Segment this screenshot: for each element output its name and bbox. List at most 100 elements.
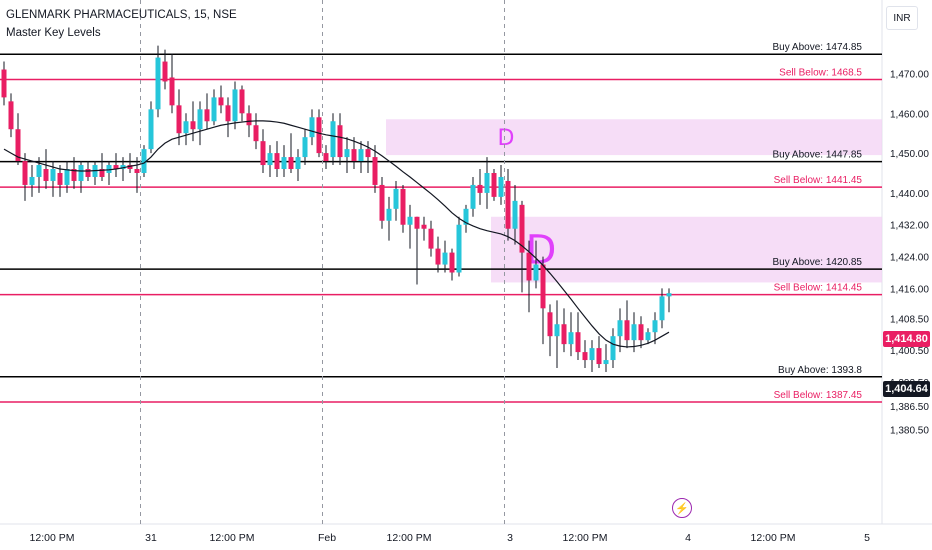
candle <box>484 157 490 209</box>
candle-body <box>351 149 357 162</box>
candle-body <box>1 69 7 98</box>
price-tick-label: 1,440.00 <box>890 189 929 200</box>
candle <box>267 145 273 177</box>
candle <box>218 85 224 114</box>
candle-body <box>15 129 21 162</box>
candle-body <box>484 173 490 193</box>
candle <box>78 161 84 193</box>
current-price-tag: 1,404.64 <box>883 381 930 397</box>
candle <box>351 137 357 170</box>
candle <box>645 328 651 345</box>
candle-body <box>302 137 308 158</box>
candle <box>225 97 231 138</box>
candle-body <box>176 105 182 134</box>
candle <box>540 256 546 345</box>
last-high-price-tag: 1,414.80 <box>883 331 930 347</box>
candle-body <box>379 184 385 221</box>
candle <box>120 157 126 181</box>
candle-body <box>344 149 350 158</box>
time-tick-label: 12:00 PM <box>30 532 75 544</box>
candle <box>512 184 518 245</box>
candle <box>295 149 301 181</box>
candle <box>281 145 287 177</box>
candle-body <box>407 216 413 225</box>
candle-body <box>260 141 266 166</box>
candle <box>575 312 581 361</box>
candle-body <box>85 169 91 177</box>
candle-body <box>316 117 322 154</box>
time-tick-label: 12:00 PM <box>387 532 432 544</box>
moving-average-line <box>3 120 670 348</box>
candle <box>134 157 140 193</box>
candle-body <box>50 169 56 181</box>
candle <box>197 101 203 146</box>
candle <box>330 113 336 166</box>
candle <box>92 161 98 185</box>
candle <box>99 153 105 181</box>
candle <box>113 153 119 177</box>
candle <box>547 304 553 357</box>
candle-body <box>603 360 609 365</box>
time-axis[interactable]: 12:00 PM 31 12:00 PM Feb 12:00 PM 3 12:00 PM 4 1… <box>30 532 871 544</box>
candle <box>309 109 315 146</box>
candles <box>1 45 672 372</box>
candle <box>610 328 616 369</box>
lightning-bolt-icon[interactable]: ⚡ <box>672 498 692 518</box>
candle-body <box>134 169 140 173</box>
candle-body <box>218 97 224 106</box>
candle-body <box>337 125 343 158</box>
candle-body <box>393 188 399 209</box>
price-axis[interactable]: 1,470.00 1,460.00 1,450.00 1,440.00 1,432.00… <box>890 70 929 437</box>
candle <box>393 180 399 221</box>
candle-body <box>470 184 476 209</box>
candle-body <box>239 89 245 114</box>
candle-body <box>512 200 518 229</box>
currency-button[interactable]: INR <box>886 6 918 30</box>
time-tick-label: 3 <box>507 532 513 544</box>
candle-body <box>36 165 42 177</box>
candle-body <box>505 180 511 229</box>
candle-body <box>232 89 238 122</box>
candle-body <box>533 264 539 281</box>
candle <box>127 153 133 173</box>
candle <box>638 316 644 349</box>
candle <box>253 113 259 150</box>
candle-body <box>659 296 665 321</box>
level-label-5: Buy Above: 1420.85 <box>772 257 862 268</box>
candle-body <box>197 109 203 130</box>
candle-body <box>141 149 147 173</box>
candle <box>617 308 623 353</box>
candle-body <box>645 332 651 341</box>
candle-body <box>540 264 546 309</box>
candle <box>519 200 525 293</box>
candle-body <box>99 169 105 177</box>
time-tick-label: 12:00 PM <box>563 532 608 544</box>
symbol-title[interactable]: GLENMARK PHARMACEUTICALS, 15, NSE <box>6 9 237 21</box>
price-tick-label: 1,400.50 <box>890 346 929 357</box>
candle-body <box>162 61 168 82</box>
time-tick-label: 5 <box>864 532 870 544</box>
candle-body <box>148 109 154 150</box>
candle-body <box>246 113 252 126</box>
candle-body <box>225 105 231 122</box>
candle-body <box>400 188 406 225</box>
zone-label-1: D <box>498 126 515 151</box>
level-label-8: Sell Below: 1387.45 <box>774 390 863 401</box>
candle-body <box>442 252 448 265</box>
candle <box>631 312 637 353</box>
candle <box>141 145 147 177</box>
candle-body <box>253 125 259 142</box>
candle <box>1 61 7 106</box>
candle <box>666 288 672 313</box>
candle-body <box>435 248 441 265</box>
candle <box>162 49 168 90</box>
candle-body <box>365 149 371 158</box>
candle <box>491 169 497 201</box>
candle <box>659 288 665 329</box>
candle <box>442 240 448 273</box>
candle-body <box>449 252 455 273</box>
price-tick-label: 1,424.00 <box>890 253 929 264</box>
moving-average <box>3 120 670 348</box>
indicator-name[interactable]: Master Key Levels <box>6 27 101 39</box>
